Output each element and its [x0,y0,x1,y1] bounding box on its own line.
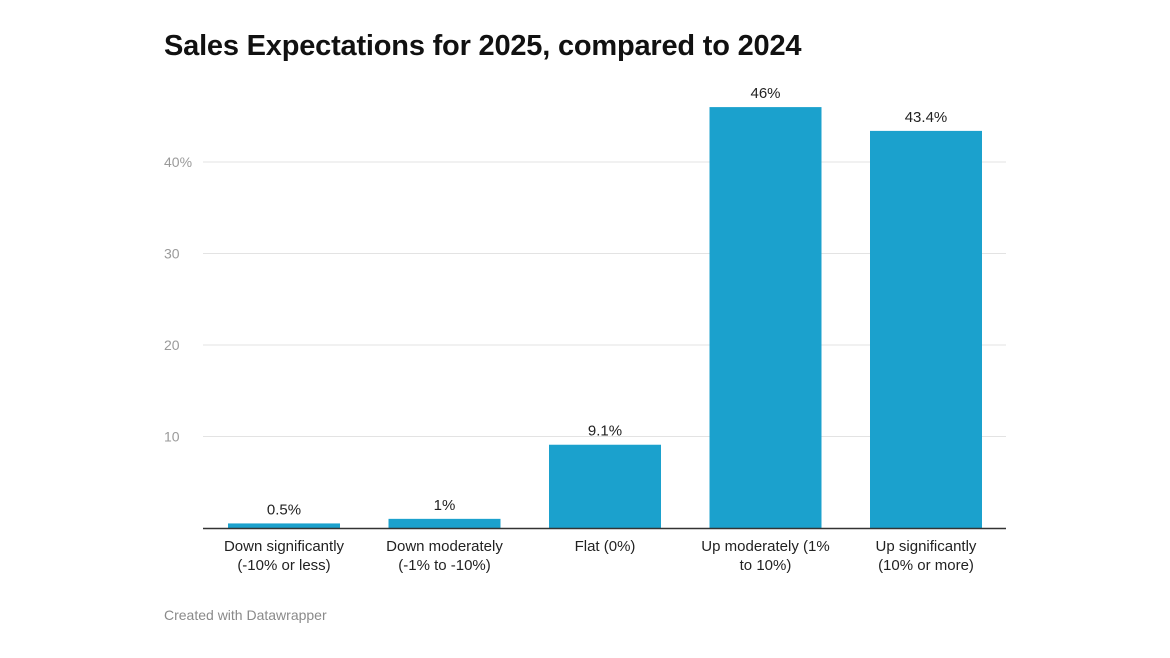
footer-credit: Created with Datawrapper [164,607,327,623]
x-category-label: Down moderately (-1% to -10%) [386,538,503,574]
x-category-label: Flat (0%) [575,538,636,555]
data-label: 46% [750,85,780,102]
y-tick-label: 30 [164,246,180,262]
y-tick-label: 20 [164,337,180,353]
bar [709,107,822,528]
x-category-label: Down significantly (-10% or less) [224,538,345,574]
data-label: 0.5% [267,501,301,518]
bar [388,518,501,528]
y-tick-label: 40% [164,154,192,170]
x-category-label: Up significantly (10% or more) [876,538,977,574]
x-axis-categories: Down significantly (-10% or less) Down mod… [224,538,977,574]
data-label: 1% [434,497,456,514]
bar [549,444,661,528]
bar [228,523,340,528]
data-labels: 0.5% 1% 9.1% 46% 43.4% [267,85,947,518]
x-category-label: Up moderately (1% to 10%) [701,538,829,574]
bars [228,107,982,528]
data-label: 9.1% [588,423,622,440]
y-tick-label: 10 [164,429,180,445]
bar [870,130,982,528]
chart-title: Sales Expectations for 2025, compared to… [164,30,802,62]
y-axis-ticks: 10 20 30 40% [164,154,192,445]
data-label: 43.4% [905,109,948,126]
